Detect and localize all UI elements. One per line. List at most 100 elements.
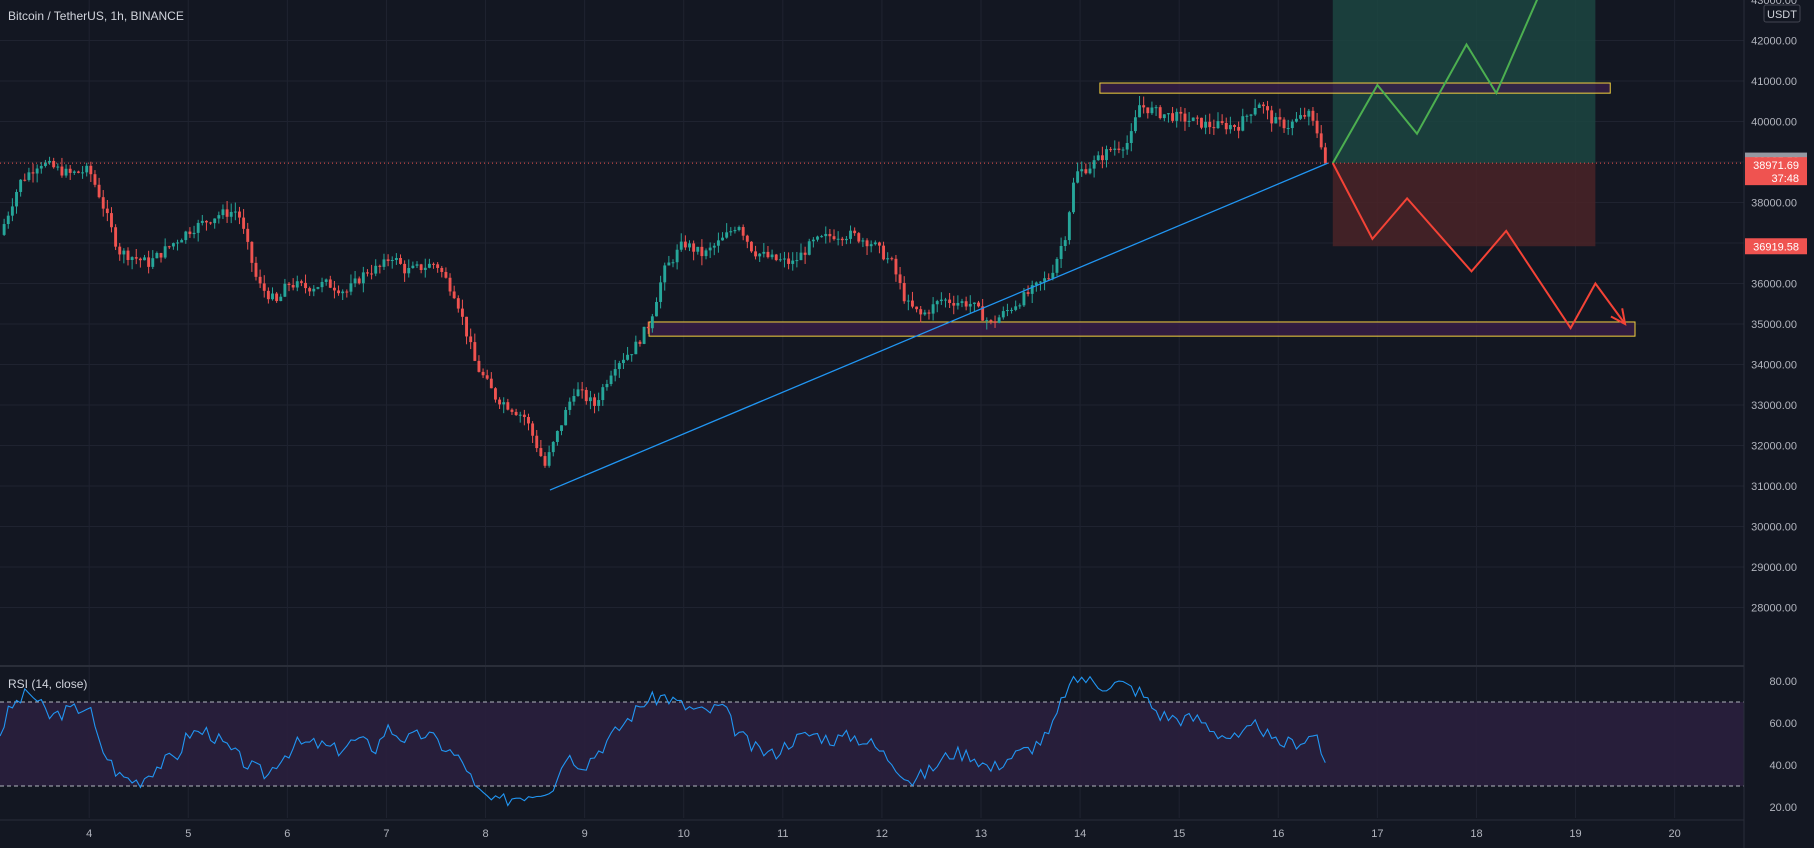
candle-body (894, 258, 898, 275)
candle-body (807, 241, 811, 255)
candle-body (378, 265, 382, 267)
candle-body (981, 306, 985, 321)
candle-body (85, 165, 89, 173)
candle-body (576, 389, 580, 397)
candle-body (246, 228, 250, 242)
candle-body (1208, 121, 1212, 128)
time-tick-label: 13 (975, 828, 987, 840)
long-position-tool[interactable] (1332, 0, 1596, 247)
candle-body (1290, 121, 1294, 129)
candle-body (844, 238, 848, 241)
candle-body (204, 220, 208, 223)
candle-body (729, 231, 733, 233)
bear-projection-path-arrowhead[interactable] (1610, 308, 1627, 326)
candle-body (262, 283, 266, 291)
candle-body (927, 312, 931, 314)
candle-body (258, 276, 262, 284)
projection-paths[interactable] (1331, 0, 1627, 331)
candle-body (935, 301, 939, 305)
price-tick-label: 28000.00 (1751, 603, 1797, 615)
candle-body (1319, 133, 1323, 148)
candle-body (77, 171, 80, 173)
symbol-title: Bitcoin / TetherUS, 1h, BINANCE (8, 9, 184, 23)
candle-body (357, 278, 361, 284)
candle-body (56, 166, 60, 168)
candle-body (716, 240, 720, 246)
time-scale[interactable]: 4 5 6 7 8 9 10 11 12 13 14 15 16 17 18 19 20 (86, 828, 1681, 840)
candle-body (683, 241, 687, 248)
candle-body (985, 320, 989, 322)
rsi-tick-label: 20.00 (1769, 802, 1797, 814)
candle-body (906, 300, 910, 302)
candle-body (502, 402, 506, 405)
candle-body (1113, 148, 1117, 150)
candle-body (993, 321, 997, 323)
grid-lines (0, 0, 1744, 818)
candle-body (634, 341, 638, 355)
candle-body (638, 341, 642, 344)
candle-body (1047, 278, 1051, 280)
candle-body (1010, 309, 1013, 311)
candle-body (700, 246, 704, 257)
candle-body (1150, 107, 1154, 114)
support-zone[interactable] (648, 321, 1636, 337)
candle-body (1303, 115, 1307, 117)
candle-body (890, 258, 894, 260)
candle-body (650, 316, 654, 329)
candle-body (1154, 107, 1158, 109)
time-tick-label: 19 (1569, 828, 1581, 840)
candle-body (485, 375, 489, 379)
candle-body (1142, 105, 1146, 108)
candle-body (275, 293, 279, 302)
price-tick-label: 31000.00 (1751, 481, 1797, 493)
price-tick-label: 36000.00 (1751, 279, 1797, 291)
candle-body (81, 172, 85, 174)
candle-body (1043, 278, 1047, 282)
candle-body (1274, 117, 1278, 124)
candle-body (514, 411, 518, 416)
candle-body (2, 224, 6, 235)
price-zones[interactable] (648, 82, 1636, 337)
candle-body (1282, 119, 1286, 129)
bear-projection-path[interactable] (1331, 162, 1626, 331)
resistance-zone[interactable] (1099, 82, 1611, 94)
candle-body (332, 287, 336, 291)
candle-body (832, 236, 836, 240)
candle-body (919, 309, 923, 315)
rsi-band (0, 702, 1744, 786)
currency-box[interactable] (1763, 4, 1801, 23)
candle-body (1158, 107, 1162, 119)
candle-body (972, 302, 976, 304)
candle-body (1026, 292, 1030, 294)
stop-zone[interactable] (1332, 163, 1596, 247)
candle-body (1088, 168, 1092, 174)
rsi-scale[interactable]: 80.00 60.00 40.00 20.00 (1769, 676, 1797, 814)
price-tick-label: 34000.00 (1751, 360, 1797, 372)
candle-body (799, 252, 803, 261)
time-tick-label: 14 (1074, 828, 1086, 840)
candle-body (366, 272, 369, 274)
candle-body (712, 245, 716, 248)
bull-projection-path[interactable] (1331, 0, 1546, 164)
candle-body (898, 274, 902, 283)
candle-body (1311, 110, 1315, 121)
candle-body (1067, 212, 1071, 241)
target-zone[interactable] (1332, 0, 1596, 164)
candle-body (27, 172, 31, 180)
candle-body (1096, 155, 1100, 161)
candle-body (518, 414, 522, 416)
candle-body (72, 171, 76, 173)
candle-body (130, 257, 134, 261)
price-tick-label: 40000.00 (1751, 117, 1797, 129)
candle-body (209, 222, 213, 224)
candle-body (110, 213, 113, 228)
candle-body (1245, 115, 1249, 117)
candlestick-series (2, 95, 1327, 468)
candle-body (560, 425, 563, 431)
candle-body (465, 316, 468, 337)
candle-body (390, 260, 394, 262)
candle-body (415, 264, 419, 266)
candle-body (436, 264, 440, 268)
trendline[interactable] (549, 162, 1329, 491)
